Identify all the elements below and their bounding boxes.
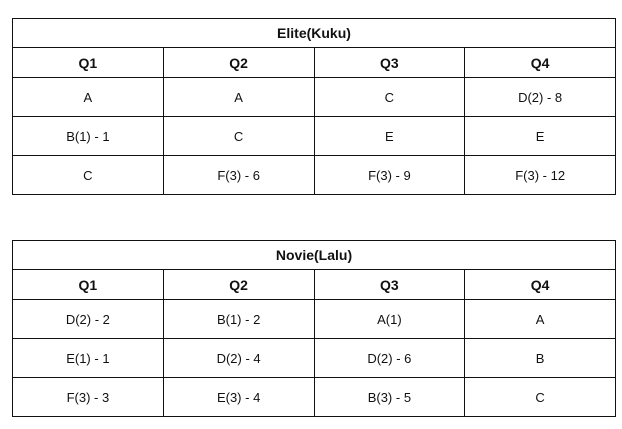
column-header: Q3 — [313, 269, 466, 300]
column-header: Q1 — [12, 269, 164, 300]
table-cell: D(2) - 8 — [464, 77, 616, 117]
table-cell: A — [464, 299, 616, 339]
column-header: Q2 — [162, 47, 315, 78]
table-cell: E — [464, 116, 616, 156]
table-cell: E(1) - 1 — [12, 338, 164, 378]
table-row: C F(3) - 6 F(3) - 9 F(3) - 12 — [12, 155, 616, 195]
table-cell: C — [12, 155, 164, 195]
table-cell: A — [162, 77, 315, 117]
table-cell: E(3) - 4 — [162, 377, 315, 417]
table-cell: F(3) - 3 — [12, 377, 164, 417]
table-cell: F(3) - 12 — [464, 155, 616, 195]
column-header: Q4 — [464, 47, 616, 78]
table-cell: E — [313, 116, 466, 156]
table-cell: F(3) - 9 — [313, 155, 466, 195]
table-cell: D(2) - 4 — [162, 338, 315, 378]
table-title: Elite(Kuku) — [12, 18, 616, 48]
table-cell: F(3) - 6 — [162, 155, 315, 195]
column-header: Q3 — [313, 47, 466, 78]
column-header: Q4 — [464, 269, 616, 300]
table-cell: A(1) — [313, 299, 466, 339]
table-cell: D(2) - 6 — [313, 338, 466, 378]
column-header: Q1 — [12, 47, 164, 78]
table-cell: B(1) - 2 — [162, 299, 315, 339]
table-row: D(2) - 2 B(1) - 2 A(1) A — [12, 299, 616, 339]
table-cell: C — [162, 116, 315, 156]
novie-table: Novie(Lalu) Q1 Q2 Q3 Q4 D(2) - 2 B(1) - 2 A(1) A… — [12, 240, 616, 417]
table-title: Novie(Lalu) — [12, 240, 616, 270]
table-cell: C — [313, 77, 466, 117]
table-cell: B — [464, 338, 616, 378]
table-cell: B(3) - 5 — [313, 377, 466, 417]
table-row: A A C D(2) - 8 — [12, 77, 616, 117]
table-cell: D(2) - 2 — [12, 299, 164, 339]
column-header: Q2 — [162, 269, 315, 300]
table-cell: C — [464, 377, 616, 417]
table-cell: A — [12, 77, 164, 117]
table-cell: B(1) - 1 — [12, 116, 164, 156]
